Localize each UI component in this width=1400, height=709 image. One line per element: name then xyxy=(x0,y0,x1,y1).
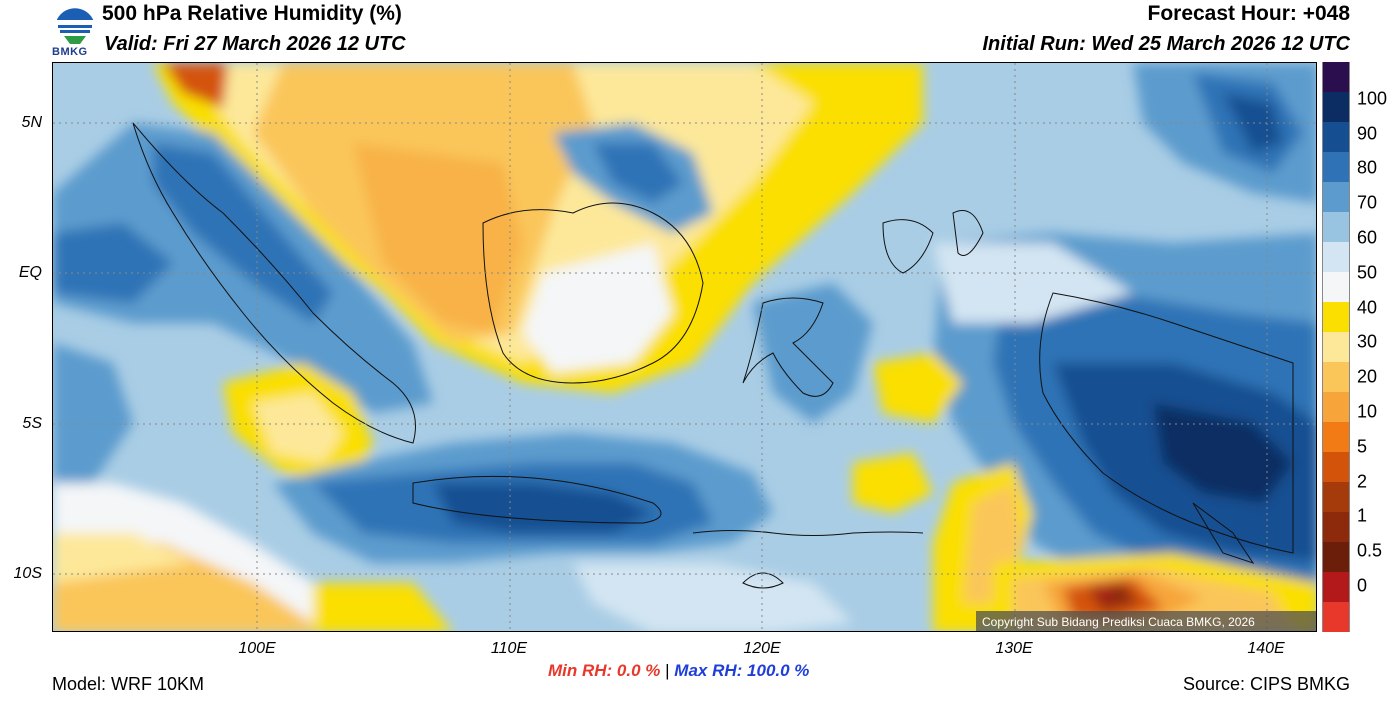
colorbar-label: 100 xyxy=(1357,88,1388,109)
colorbar-swatch xyxy=(1322,512,1350,542)
colorbar xyxy=(1322,62,1350,632)
coastlines xyxy=(132,122,1294,589)
forecast-hour: Forecast Hour: +048 xyxy=(1147,2,1351,25)
colorbar-label: 2 xyxy=(1357,471,1368,492)
humidity-map: Copyright Sub Bidang Prediksi Cuaca BMKG… xyxy=(52,62,1317,632)
source-label: Source: CIPS BMKG xyxy=(1182,674,1350,694)
colorbar-label: 70 xyxy=(1357,192,1378,213)
colorbar-swatch xyxy=(1322,602,1350,632)
colorbar-swatch xyxy=(1322,452,1350,482)
colorbar-swatch xyxy=(1322,242,1350,272)
colorbar-swatch xyxy=(1322,482,1350,512)
colorbar-swatch xyxy=(1322,62,1350,92)
colorbar-swatch xyxy=(1322,362,1350,392)
lat-label-10s: 10S xyxy=(13,565,42,582)
colorbar-swatch xyxy=(1322,92,1350,122)
colorbar-swatch xyxy=(1322,122,1350,152)
lon-label-110e: 110E xyxy=(490,640,528,657)
lon-label-130e: 130E xyxy=(995,640,1033,657)
colorbar-swatch xyxy=(1322,302,1350,332)
gridlines xyxy=(53,63,1316,631)
colorbar-label: 90 xyxy=(1357,123,1378,144)
chart-title: 500 hPa Relative Humidity (%) xyxy=(102,2,402,25)
lon-label-140e: 140E xyxy=(1247,640,1285,657)
colorbar-label: 60 xyxy=(1357,227,1378,248)
copyright-note: Copyright Sub Bidang Prediksi Cuaca BMKG… xyxy=(976,611,1316,631)
colorbar-swatch xyxy=(1322,152,1350,182)
colorbar-label: 0 xyxy=(1357,575,1368,596)
colorbar-label: 0.5 xyxy=(1357,540,1383,561)
initial-run: Initial Run: Wed 25 March 2026 12 UTC xyxy=(982,33,1350,55)
lat-label-5n: 5N xyxy=(21,114,42,131)
valid-time: Valid: Fri 27 March 2026 12 UTC xyxy=(104,33,406,55)
lon-label-100e: 100E xyxy=(238,640,276,657)
colorbar-swatch xyxy=(1322,572,1350,602)
colorbar-label: 5 xyxy=(1357,436,1368,457)
colorbar-label: 50 xyxy=(1357,262,1378,283)
max-rh: Max RH: 100.0 % xyxy=(674,661,810,680)
lon-label-120e: 120E xyxy=(743,640,781,657)
colorbar-label: 1 xyxy=(1357,505,1368,526)
colorbar-label: 20 xyxy=(1357,366,1378,387)
colorbar-swatch xyxy=(1322,272,1350,302)
bmkg-logo-text: BMKG xyxy=(52,46,88,58)
model-label: Model: WRF 10KM xyxy=(52,674,205,694)
min-max-separator: | xyxy=(665,661,670,680)
colorbar-label: 10 xyxy=(1357,401,1378,422)
colorbar-swatch xyxy=(1322,422,1350,452)
colorbar-label: 80 xyxy=(1357,157,1378,178)
lat-label-5s: 5S xyxy=(22,415,42,432)
min-max-rh: Min RH: 0.0 % | Max RH: 100.0 % xyxy=(548,661,809,681)
min-rh: Min RH: 0.0 % xyxy=(548,661,661,680)
colorbar-label: 30 xyxy=(1357,331,1378,352)
lat-label-eq: EQ xyxy=(18,264,42,281)
colorbar-swatch xyxy=(1322,392,1350,422)
bmkg-logo xyxy=(52,2,98,60)
colorbar-swatch xyxy=(1322,542,1350,572)
colorbar-label: 40 xyxy=(1357,297,1378,318)
colorbar-swatch xyxy=(1322,182,1350,212)
colorbar-swatch xyxy=(1322,332,1350,362)
colorbar-swatch xyxy=(1322,212,1350,242)
